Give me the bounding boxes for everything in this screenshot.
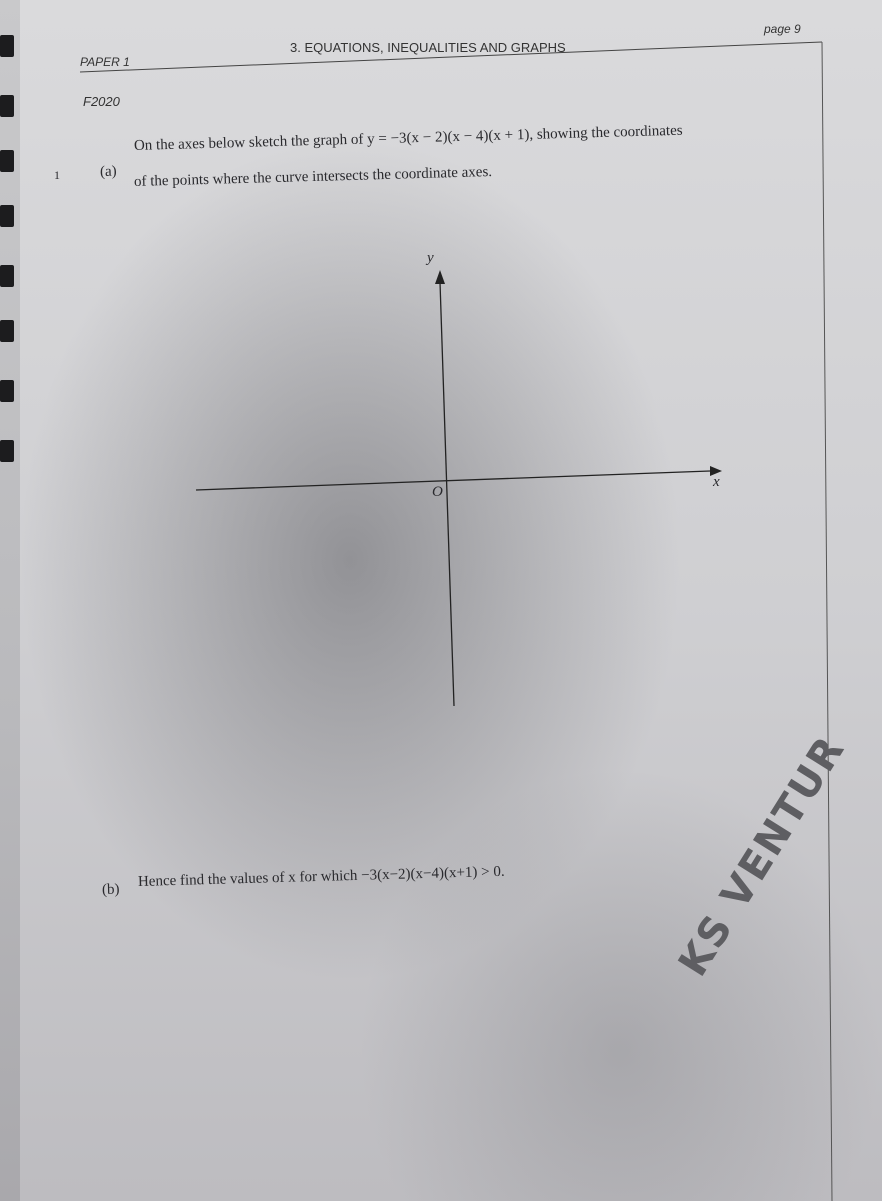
x-axis xyxy=(195,470,711,491)
x-arrow xyxy=(710,466,722,476)
binder-ring xyxy=(0,440,14,462)
origin-label: O xyxy=(432,484,443,500)
axis-label: x xyxy=(713,474,720,490)
binder-ring xyxy=(0,205,14,227)
header-rule xyxy=(79,41,823,73)
binder-ring xyxy=(0,35,14,57)
binder-ring xyxy=(0,95,14,117)
axis-label: y xyxy=(427,250,434,266)
binder-ring xyxy=(0,320,14,342)
paper-code: F2020 xyxy=(83,94,120,109)
binder-ring xyxy=(0,380,14,402)
part-label: (b) xyxy=(101,881,120,898)
paper-label: PAPER 1 xyxy=(80,55,130,69)
paper-page: PAPER 1 3. EQUATIONS, INEQUALITIES AND G… xyxy=(20,0,882,1201)
binder-ring xyxy=(0,150,14,172)
page-number: page 9 xyxy=(764,22,801,36)
drawing xyxy=(79,41,833,1201)
section-title: 3. EQUATIONS, INEQUALITIES AND GRAPHS xyxy=(290,40,566,55)
binder-ring xyxy=(0,265,14,287)
question-number: 1 xyxy=(54,168,60,182)
y-arrow xyxy=(435,270,445,284)
margin-rule xyxy=(821,41,833,1201)
y-axis xyxy=(439,281,455,707)
part-label: (a) xyxy=(99,163,117,180)
